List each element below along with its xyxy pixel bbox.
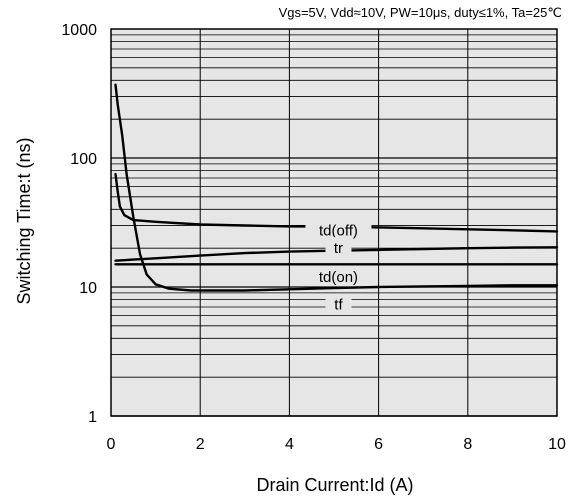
plot-frame (110, 28, 558, 417)
x-tick-label: 2 (196, 436, 205, 453)
grid-lines (110, 29, 558, 417)
series-label-bg (325, 237, 352, 257)
x-tick-label: 8 (463, 436, 472, 453)
series-lines (114, 83, 559, 292)
series-line-tdoff (114, 172, 559, 233)
series-label-bg (325, 293, 352, 313)
series-label-tf: tf (334, 297, 343, 314)
x-tick-label: 10 (548, 436, 566, 453)
x-axis-title: Drain Current:Id (A) (256, 475, 413, 495)
y-tick-label: 1 (88, 409, 97, 426)
y-axis-title: Switching Time:t (ns) (14, 137, 34, 304)
y-tick-label: 1000 (61, 22, 97, 39)
y-tick-label: 10 (79, 280, 97, 297)
y-tick-label: 100 (70, 151, 97, 168)
tick-labels: 0 2 4 6 8 10 1 10 100 1000 (61, 22, 566, 453)
x-tick-label: 4 (285, 436, 294, 453)
series-line-tf (114, 83, 559, 292)
series-label-tdon: td(on) (319, 269, 358, 286)
series-label-tdoff: td(off) (319, 223, 358, 240)
series-line-tr (114, 246, 559, 262)
x-tick-label: 0 (107, 436, 116, 453)
series-label-bg (305, 219, 372, 239)
series-label-tr: tr (334, 240, 343, 257)
series-label-bg (309, 265, 368, 285)
series-labels: td(off)tr td(on) tf (305, 219, 372, 314)
test-conditions: Vgs=5V, Vdd≈10V, PW=10μs, duty≤1%, Ta=25… (279, 5, 562, 20)
x-tick-label: 6 (374, 436, 383, 453)
